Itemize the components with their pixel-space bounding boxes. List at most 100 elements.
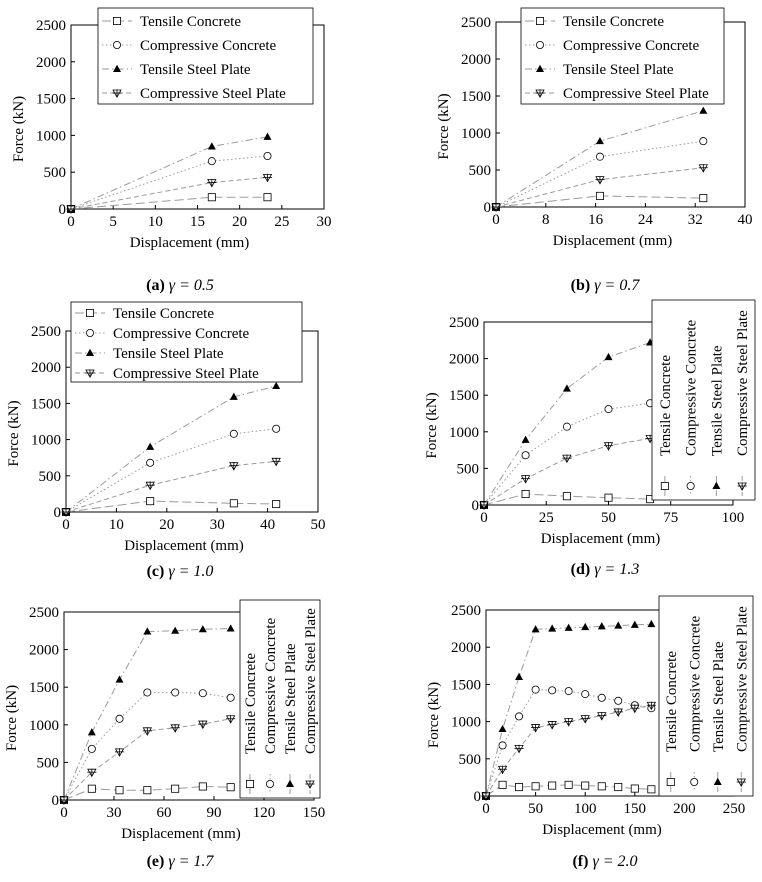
y-tick-label: 2000 [449, 352, 479, 368]
data-point [262, 173, 273, 183]
legend-label: Tensile Concrete [658, 355, 674, 456]
series-line [483, 402, 651, 506]
series-line [495, 110, 704, 208]
legend-marker [536, 64, 544, 72]
legend-marker [536, 16, 545, 25]
data-point [520, 475, 531, 484]
data-point [515, 783, 524, 792]
data-point [564, 623, 573, 631]
data-point [229, 462, 239, 471]
x-tick-label: 50 [601, 510, 616, 526]
y-axis-title: Force (kN) [426, 682, 442, 748]
legend-label: Compressive Concrete [140, 38, 277, 54]
x-axis-title: Displacement (mm) [130, 235, 250, 251]
data-point [521, 451, 530, 460]
series-tensile-concrete [481, 780, 656, 801]
data-point [225, 715, 236, 724]
y-tick-label: 0 [52, 793, 60, 809]
data-point [595, 191, 604, 200]
data-point [515, 672, 524, 680]
chart-panel-f: 0 50 100 150 200 25005001000150020002500Displ… [426, 595, 754, 870]
legend-label: Compressive Steel Plate [563, 86, 709, 102]
y-axis-title: Force (kN) [6, 400, 22, 466]
legend-marker [86, 328, 95, 337]
legend-marker [86, 348, 94, 356]
legend-label: Compressive Steel Plate [735, 310, 751, 456]
panel-caption: (d) γ = 1.3 [571, 561, 640, 578]
panel-label: (e) [147, 853, 165, 870]
data-point [604, 405, 613, 414]
series-line [483, 342, 651, 506]
x-tick-label: 40 [738, 212, 753, 228]
x-tick-label: 150 [624, 801, 647, 817]
data-point [595, 136, 604, 145]
y-axis-title: Force (kN) [424, 392, 440, 458]
data-point [597, 693, 606, 702]
data-point [647, 619, 656, 628]
y-tick-label: 1500 [451, 677, 481, 693]
legend: Tensile Concrete Compressive Concrete Tens… [651, 299, 756, 501]
y-tick-label: 2000 [461, 52, 491, 68]
y-tick-label: 2000 [31, 360, 61, 376]
legend-marker [666, 778, 675, 787]
x-tick-label: 30 [317, 214, 332, 230]
legend-marker [305, 780, 315, 790]
data-point [226, 624, 235, 632]
y-tick-label: 1000 [449, 425, 479, 441]
legend-marker [286, 779, 294, 787]
data-point [59, 796, 69, 806]
y-tick-label: 500 [469, 163, 492, 179]
legend-marker [113, 41, 122, 50]
legend-label: Compressive Steel Plate [303, 608, 319, 754]
data-point [207, 178, 217, 188]
panel-label: (a) [146, 277, 165, 294]
series-tensile-steel-plate [482, 619, 656, 799]
data-point [497, 765, 508, 775]
y-tick-label: 1500 [461, 89, 491, 105]
data-point [564, 780, 573, 789]
y-tick-label: 500 [459, 752, 482, 768]
x-tick-label: 50 [311, 517, 326, 533]
data-point [170, 724, 180, 733]
data-point [698, 164, 708, 173]
series-tensile-concrete [491, 191, 708, 211]
data-point [562, 492, 571, 501]
data-point [604, 352, 613, 361]
y-tick-label: 2000 [36, 55, 66, 71]
x-tick-label: 10 [148, 214, 163, 230]
data-point [613, 708, 623, 717]
data-point [171, 688, 180, 697]
legend-marker [713, 777, 722, 785]
x-axis-title: Displacement (mm) [121, 826, 241, 842]
data-point [597, 622, 606, 630]
data-point [263, 132, 272, 140]
data-point [647, 785, 656, 794]
y-axis-title: Force (kN) [436, 93, 452, 159]
data-point [548, 781, 557, 790]
data-point [198, 689, 207, 698]
y-tick-label: 0 [474, 789, 482, 805]
data-point [548, 624, 557, 632]
legend-marker [112, 89, 122, 99]
y-tick-label: 2500 [36, 18, 66, 34]
legend: Tensile Concrete Compressive Concrete Tens… [97, 7, 314, 105]
legend-box [70, 301, 303, 383]
x-tick-label: 100 [722, 510, 745, 526]
legend-marker [113, 16, 122, 25]
y-tick-label: 1000 [29, 718, 59, 734]
legend: Tensile Concrete Compressive Concrete Tens… [520, 7, 725, 105]
legend-marker [265, 780, 274, 789]
x-tick-label: 10 [109, 517, 124, 533]
data-point [142, 727, 153, 736]
legend-label: Compressive Concrete [563, 38, 700, 54]
y-tick-label: 1000 [36, 128, 66, 144]
legend-marker [686, 481, 695, 490]
data-point [547, 720, 557, 730]
data-point [61, 508, 71, 518]
data-point [115, 675, 124, 683]
data-point [271, 457, 281, 467]
data-point [171, 626, 180, 634]
data-point [521, 490, 530, 499]
legend-label: Compressive Steel Plate [140, 86, 286, 102]
